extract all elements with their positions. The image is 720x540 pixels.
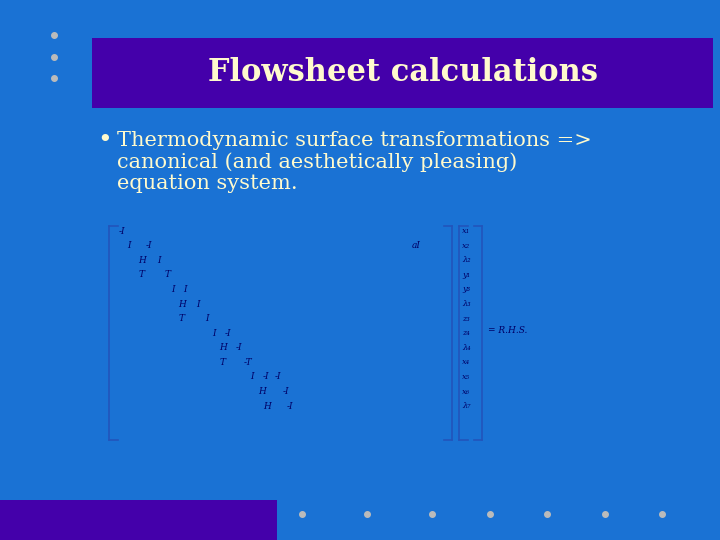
Text: λ₇: λ₇ [462,402,471,410]
Text: y₁: y₁ [462,271,470,279]
Text: λ₃: λ₃ [462,300,471,308]
Text: H: H [220,343,228,352]
Text: equation system.: equation system. [117,174,298,193]
Text: I: I [157,256,161,265]
Text: I: I [205,314,209,323]
Text: z₃: z₃ [462,315,470,322]
FancyBboxPatch shape [0,500,277,540]
Text: -I: -I [145,241,152,250]
Text: -I: -I [119,227,125,235]
Text: Flowsheet calculations: Flowsheet calculations [208,57,598,89]
Text: x₅: x₅ [462,373,470,381]
Text: -I: -I [282,387,289,396]
Text: T: T [164,271,170,279]
Text: I: I [212,329,216,338]
Text: -T: -T [243,358,252,367]
Text: I: I [184,285,187,294]
Text: I: I [196,300,199,308]
Text: I: I [171,285,175,294]
Text: λ₄: λ₄ [462,344,471,352]
Text: H: H [263,402,271,410]
Text: I: I [251,373,254,381]
Text: H: H [179,300,186,308]
Text: T: T [179,314,184,323]
Text: Thermodynamic surface transformations =>: Thermodynamic surface transformations => [117,131,592,150]
Text: x₄: x₄ [462,359,470,366]
Text: aI: aI [412,241,420,250]
Text: x₆: x₆ [462,388,470,395]
Text: -I: -I [225,329,231,338]
Text: •: • [97,129,112,152]
Text: I: I [127,241,130,250]
Text: x₂: x₂ [462,242,470,249]
Text: H: H [258,387,266,396]
Text: -I: -I [263,373,269,381]
Text: x₁: x₁ [462,227,470,235]
Text: = R.H.S.: = R.H.S. [488,326,528,335]
Text: H: H [138,256,146,265]
Text: -I: -I [287,402,293,410]
Text: z₄: z₄ [462,329,470,337]
Text: canonical (and aesthetically pleasing): canonical (and aesthetically pleasing) [117,152,518,172]
Text: -I: -I [275,373,282,381]
Text: T: T [138,271,144,279]
Text: T: T [220,358,225,367]
FancyBboxPatch shape [92,38,713,108]
Text: -I: -I [236,343,243,352]
Text: λ₂: λ₂ [462,256,471,264]
Text: y₃: y₃ [462,286,470,293]
